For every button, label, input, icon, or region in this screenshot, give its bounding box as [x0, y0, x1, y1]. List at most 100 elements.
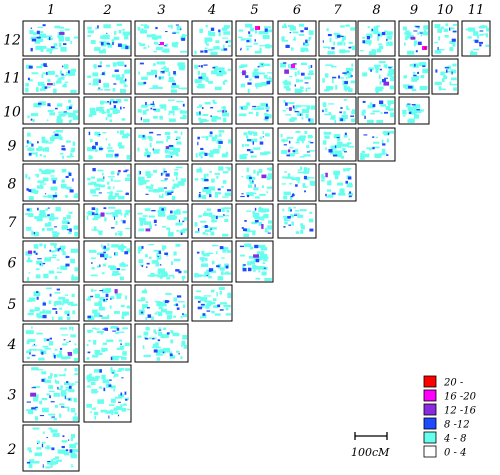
row-label-12: 12: [3, 33, 21, 49]
column-label-1: 1: [47, 3, 55, 18]
panel-chr5-x-chr4: [191, 284, 233, 322]
panel-chr11-x-chr4: [191, 58, 233, 95]
panel-chr11-x-chr9: [398, 58, 430, 95]
hot-spot: [258, 27, 260, 29]
column-label-10: 10: [437, 3, 454, 18]
panel-grid: [22, 20, 491, 472]
column-label-6: 6: [293, 3, 301, 18]
panel-chr8-x-chr6: [277, 163, 317, 202]
panel-chr12-x-chr5: [235, 20, 274, 57]
panel-chr11-x-chr7: [318, 58, 357, 95]
column-label-2: 2: [102, 3, 111, 18]
panel-chr10-x-chr5: [235, 96, 274, 125]
column-label-8: 8: [372, 3, 380, 18]
panel-chr9-x-chr2: [83, 127, 132, 162]
panel-chr12-x-chr3: [134, 20, 189, 57]
column-label-11: 11: [468, 3, 485, 18]
column-label-9: 9: [410, 3, 418, 18]
panel-chr7-x-chr6: [277, 203, 317, 239]
panel-chr4-x-chr1: [22, 323, 80, 363]
panel-chr3-x-chr2: [83, 364, 132, 423]
legend-swatch-3: [423, 417, 437, 430]
panel-chr8-x-chr7: [318, 163, 357, 202]
panel-chr10-x-chr7: [318, 96, 357, 125]
panel-chr12-x-chr1: [22, 20, 80, 57]
panel-chr12-x-chr9: [398, 20, 430, 57]
legend-swatch-2: [423, 403, 437, 416]
column-label-4: 4: [207, 3, 216, 18]
panel-chr5-x-chr3: [134, 284, 189, 322]
legend-swatch-4: [423, 431, 437, 444]
panel-chr11-x-chr5: [235, 58, 274, 95]
panel-chr8-x-chr5: [235, 163, 274, 202]
panel-chr4-x-chr2: [83, 323, 132, 363]
row-label-6: 6: [8, 256, 17, 272]
hot-spot: [291, 64, 295, 68]
panel-chr8-x-chr2: [83, 163, 132, 202]
panel-chr9-x-chr7: [318, 127, 357, 162]
panel-chr10-x-chr3: [134, 96, 189, 125]
panel-chr9-x-chr1: [22, 127, 80, 162]
panel-chr11-x-chr1: [22, 58, 80, 95]
scale-bar-label: 100cM: [351, 446, 390, 459]
panel-chr6-x-chr5: [235, 240, 274, 283]
panel-chr10-x-chr9: [398, 96, 430, 125]
panel-chr8-x-chr4: [191, 163, 233, 202]
panel-chr3-x-chr1: [22, 364, 80, 423]
panel-chr5-x-chr1: [22, 284, 80, 322]
row-label-2: 2: [7, 442, 17, 458]
panel-chr7-x-chr3: [134, 203, 189, 239]
panel-chr12-x-chr10: [431, 20, 459, 57]
column-label-5: 5: [250, 3, 258, 18]
legend: 20 - 16 -20 12 -16 8 -12 4 - 8 0 - 4: [423, 375, 477, 459]
panel-chr11-x-chr6: [277, 58, 317, 95]
legend-label-3: 8 -12: [444, 420, 470, 431]
panel-chr7-x-chr5: [235, 203, 274, 239]
legend-label-1: 16 -20: [444, 392, 477, 403]
row-label-4: 4: [7, 337, 17, 353]
panel-chr7-x-chr2: [83, 203, 132, 239]
panel-chr6-x-chr3: [134, 240, 189, 283]
scale-bar: 100cM: [351, 432, 390, 459]
panel-chr12-x-chr8: [357, 20, 396, 57]
panel-chr8-x-chr1: [22, 163, 80, 202]
panel-chr6-x-chr2: [83, 240, 132, 283]
column-label-3: 3: [157, 3, 165, 18]
panel-chr9-x-chr4: [191, 127, 233, 162]
panel-chr7-x-chr4: [191, 203, 233, 239]
panel-chr12-x-chr11: [461, 20, 491, 57]
row-label-10: 10: [3, 105, 21, 121]
legend-label-0: 20 -: [443, 378, 464, 389]
panel-chr10-x-chr8: [357, 96, 396, 125]
panel-chr6-x-chr4: [191, 240, 233, 283]
panel-chr10-x-chr4: [191, 96, 233, 125]
legend-swatch-5: [423, 445, 437, 458]
panel-chr9-x-chr8: [357, 127, 396, 162]
panel-chr9-x-chr3: [134, 127, 189, 162]
row-label-11: 11: [3, 71, 21, 87]
panel-chr11-x-chr10: [431, 58, 459, 95]
row-labels: 12 11 10 9 8 7 6 5 4 3 2: [3, 33, 21, 459]
panel-chr12-x-chr7: [318, 20, 357, 57]
panel-chr7-x-chr1: [22, 203, 80, 239]
hot-spot: [424, 47, 426, 49]
column-label-7: 7: [333, 3, 342, 18]
panel-chr11-x-chr8: [357, 58, 396, 95]
panel-chr9-x-chr5: [235, 127, 274, 162]
legend-label-4: 4 - 8: [443, 434, 466, 445]
panel-chr10-x-chr1: [22, 96, 80, 125]
legend-label-2: 12 -16: [444, 406, 477, 417]
legend-swatch-0: [423, 375, 437, 388]
row-label-5: 5: [8, 297, 17, 313]
panel-chr10-x-chr2: [83, 96, 132, 125]
row-label-7: 7: [8, 215, 17, 231]
hot-spot: [160, 42, 164, 45]
panel-chr4-x-chr3: [134, 323, 189, 363]
panel-chr11-x-chr2: [83, 58, 132, 95]
panel-chr12-x-chr4: [191, 20, 233, 57]
panel-chr2-x-chr1: [22, 424, 80, 472]
panel-chr10-x-chr6: [277, 96, 317, 125]
row-label-8: 8: [8, 177, 17, 193]
panel-chr11-x-chr3: [134, 58, 189, 95]
